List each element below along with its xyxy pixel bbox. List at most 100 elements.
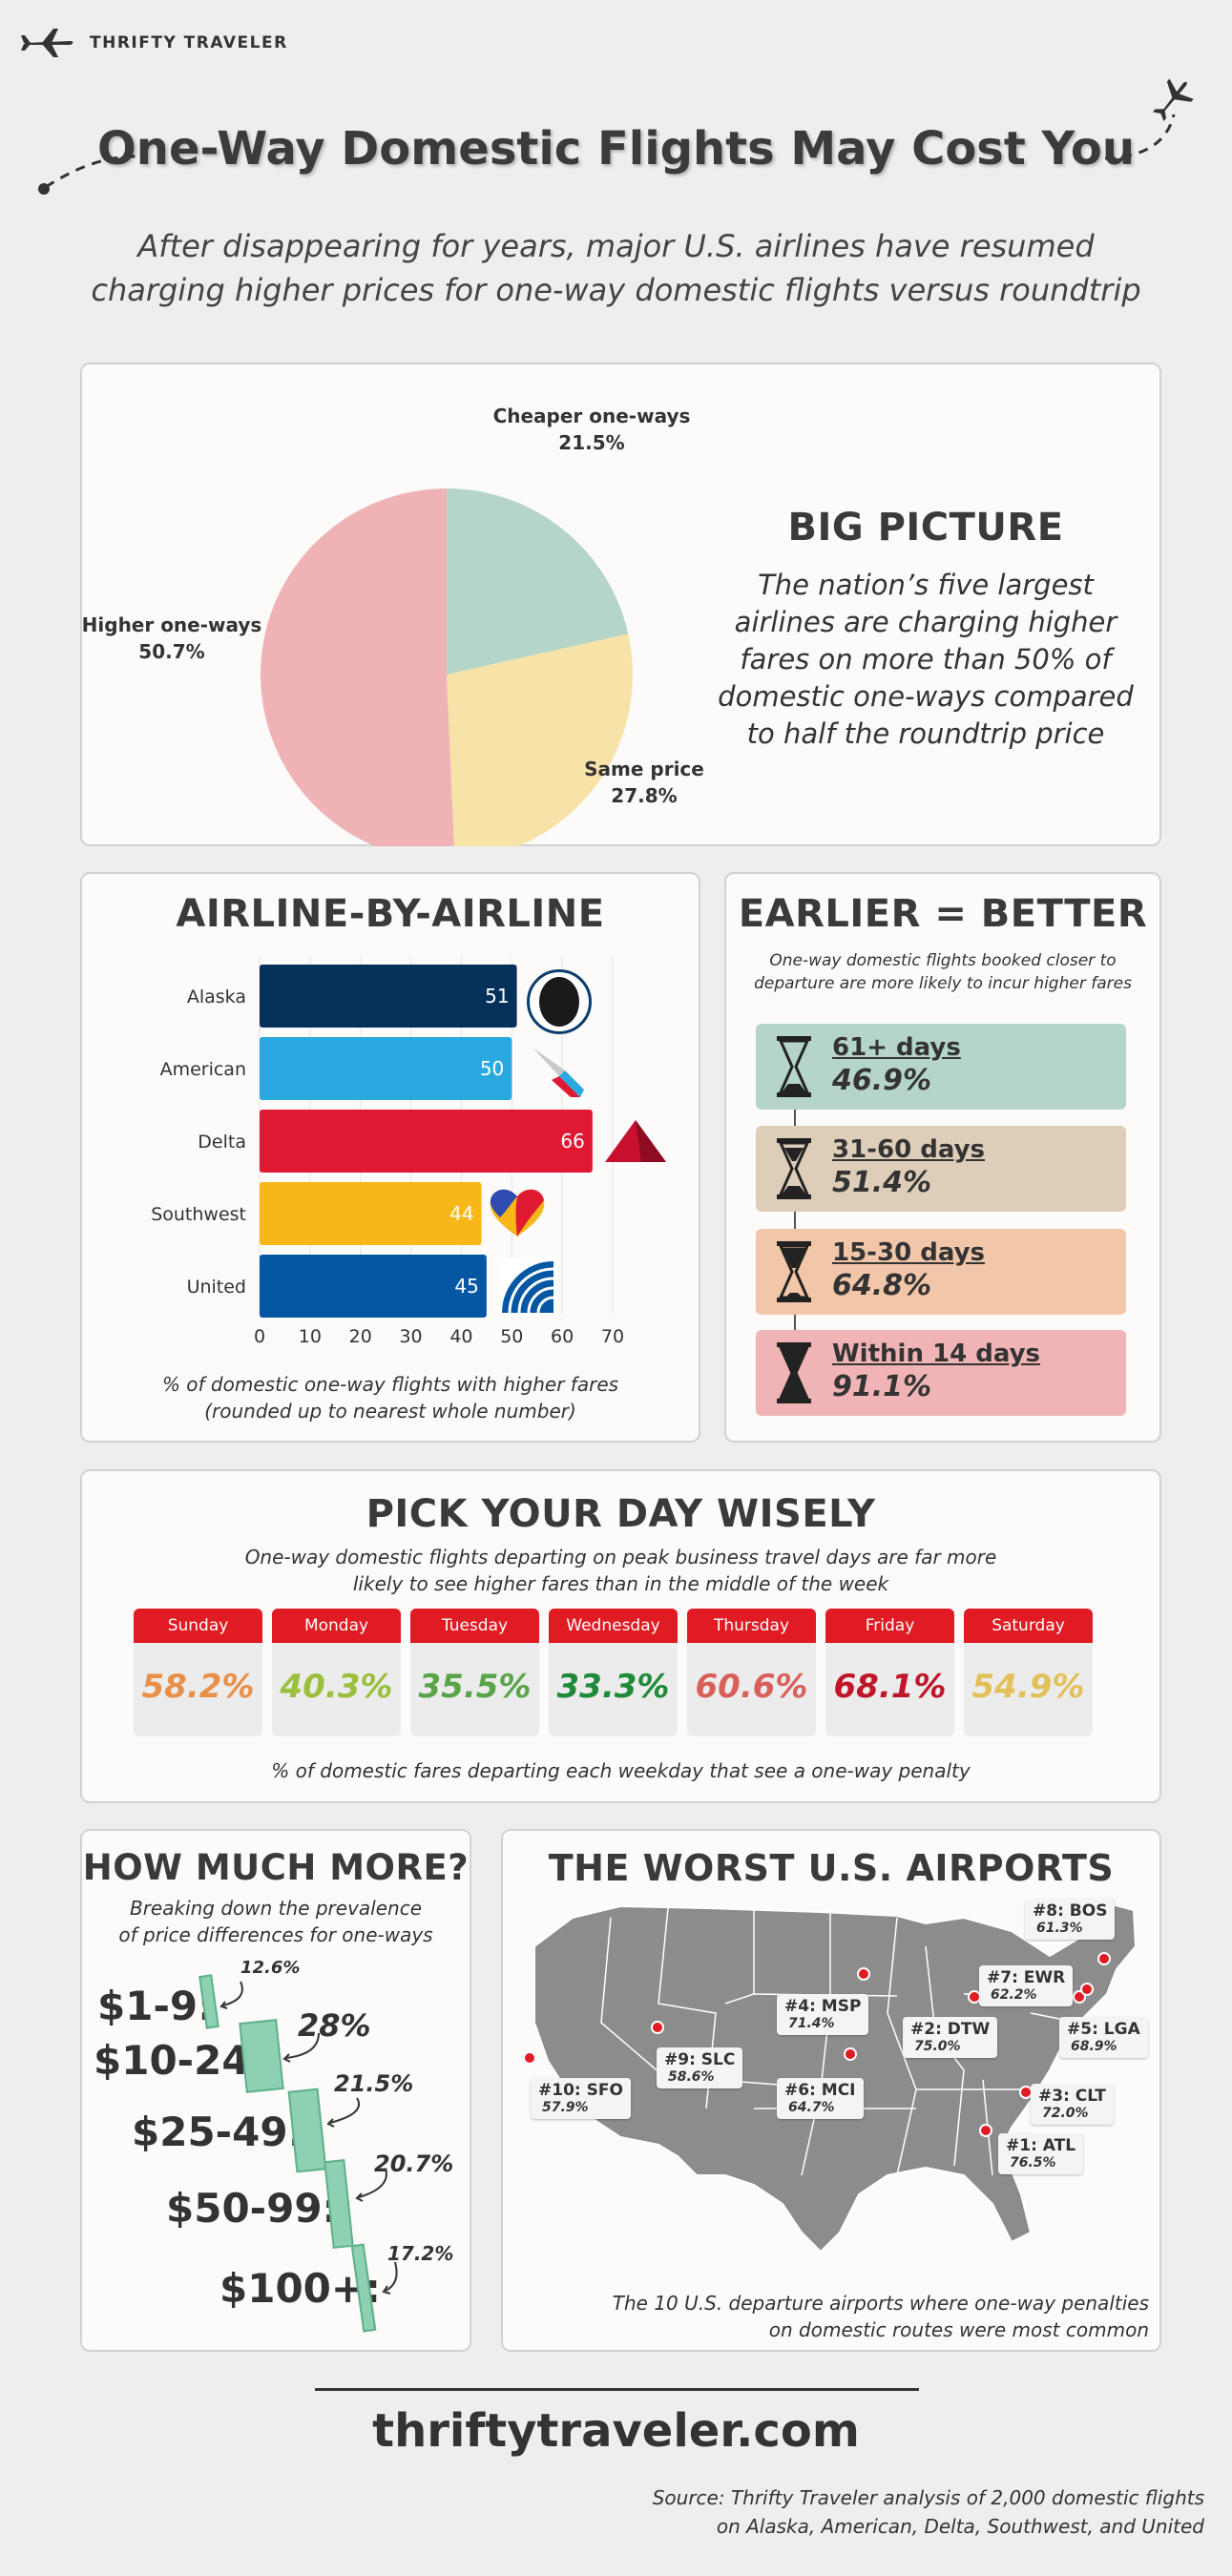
- day-pct: 54.9%: [971, 1668, 1085, 1706]
- big-picture-title: BIG PICTURE: [787, 506, 1064, 550]
- how-much-subtitle: Breaking down the prevalence of price di…: [80, 1895, 471, 1948]
- bar-value-label: 66: [560, 1130, 584, 1153]
- day-monday: Monday 40.3%: [272, 1609, 401, 1736]
- day-wednesday: Wednesday 33.3%: [549, 1609, 678, 1736]
- pie-slice-cheaper-one-ways: [447, 488, 629, 675]
- big-picture-line: fares on more than 50% of: [740, 643, 1112, 675]
- pie-label-same: Same price 27.8%: [534, 756, 754, 809]
- day-pct: 68.1%: [833, 1668, 947, 1706]
- airport-tag-dtw: #2: DTW 75.0%: [903, 2017, 998, 2058]
- timeline-line: [794, 1049, 796, 1402]
- range-1-9: $1-9:: [97, 1983, 214, 2029]
- pct-1-9: 12.6%: [240, 1958, 301, 1978]
- ticket-31-60: 31-60 days 51.4%: [756, 1126, 1126, 1212]
- x-tick-label: 30: [399, 1326, 422, 1347]
- pie-label-text: Higher one-ways: [81, 613, 262, 636]
- big-picture-line: The nation’s five largest: [758, 569, 1094, 601]
- bar-category-label: Alaska: [187, 987, 246, 1008]
- day-name: Wednesday: [549, 1609, 678, 1643]
- x-tick-label: 60: [551, 1326, 574, 1347]
- airport-name: #9: SLC: [664, 2050, 736, 2069]
- days-subtitle-line: likely to see higher fares than in the m…: [352, 1572, 889, 1595]
- big-picture-line: domestic one-ways compared: [718, 680, 1134, 713]
- day-name: Sunday: [134, 1609, 262, 1643]
- southwest-logo-icon: [490, 1189, 545, 1236]
- range-50-99: $50-99:: [166, 2185, 339, 2232]
- range-10-24: $10-24:: [94, 2037, 266, 2084]
- alaska-face-shape: [539, 977, 579, 1027]
- day-pct: 60.6%: [695, 1668, 808, 1706]
- airline-caption-line: % of domestic one-way flights with highe…: [161, 1373, 619, 1396]
- pie-chart: [261, 488, 633, 846]
- bar-category-label: Delta: [198, 1132, 246, 1153]
- how-much-subtitle-line: of price differences for one-ways: [118, 1923, 433, 1946]
- footer-url[interactable]: thriftytraveler.com: [372, 2404, 860, 2458]
- airports-caption-line: on domestic routes were most common: [768, 2318, 1149, 2341]
- bar-alaska: [260, 965, 517, 1028]
- airport-tag-slc: #9: SLC 58.6%: [657, 2047, 743, 2088]
- pie-slice-same-price: [447, 634, 633, 846]
- big-picture-line: airlines are charging higher: [734, 606, 1117, 638]
- airport-pct: 72.0%: [1042, 2106, 1089, 2121]
- airport-tag-mci: #6: MCI 64.7%: [777, 2078, 864, 2119]
- x-tick-label: 0: [254, 1326, 265, 1347]
- earlier-subtitle: One-way domestic flights booked closer t…: [724, 949, 1161, 995]
- bar-value-label: 44: [449, 1202, 473, 1225]
- days-title: PICK YOUR DAY WISELY: [365, 1492, 876, 1536]
- how-much-subtitle-line: Breaking down the prevalence: [129, 1897, 423, 1920]
- big-picture-card: [80, 363, 1161, 846]
- hourglass-icon: [777, 1138, 811, 1199]
- american-logo-icon: [532, 1048, 584, 1097]
- pie-slice-higher-one-ways: [261, 488, 454, 846]
- bar-american: [260, 1037, 512, 1100]
- airport-pct: 71.4%: [788, 2016, 835, 2031]
- pct-25-49: 21.5%: [334, 2070, 414, 2097]
- hourglass-icon: [777, 1036, 811, 1097]
- day-pct: 58.2%: [141, 1668, 255, 1706]
- airport-name: #1: ATL: [1006, 2136, 1076, 2155]
- airport-tag-ewr: #7: EWR 62.2%: [979, 1965, 1074, 2006]
- pie-label-value: 50.7%: [138, 640, 205, 663]
- page-subtitle: After disappearing for years, major U.S.…: [86, 224, 1146, 312]
- day-saturday: Saturday 54.9%: [964, 1609, 1093, 1736]
- subtitle-line: charging higher prices for one-way domes…: [91, 272, 1141, 308]
- day-thursday: Thursday 60.6%: [687, 1609, 816, 1736]
- footer-source: Source: Thrifty Traveler analysis of 2,0…: [477, 2483, 1204, 2541]
- ticket-pct: 51.4%: [832, 1166, 932, 1199]
- ticket-pct: 46.9%: [832, 1064, 932, 1097]
- range-25-49: $25-49:: [132, 2109, 304, 2155]
- airport-tag-msp: #4: MSP 71.4%: [777, 1994, 869, 2035]
- hourglass-icon: [777, 1241, 811, 1302]
- airline-caption-line: (rounded up to nearest whole number): [204, 1400, 576, 1423]
- x-tick-label: 50: [500, 1326, 523, 1347]
- day-tuesday: Tuesday 35.5%: [410, 1609, 539, 1736]
- day-name: Saturday: [964, 1609, 1093, 1643]
- subtitle-line: After disappearing for years, major U.S.…: [137, 228, 1095, 264]
- airport-name: #4: MSP: [784, 1997, 862, 2016]
- airport-tag-clt: #3: CLT 72.0%: [1031, 2084, 1114, 2125]
- airport-name: #8: BOS: [1033, 1901, 1108, 1921]
- ticket-61-plus: 61+ days 46.9%: [756, 1024, 1126, 1110]
- days-subtitle-line: One-way domestic flights departing on pe…: [244, 1546, 997, 1568]
- pin-slc: [651, 2021, 664, 2034]
- alaska-logo-icon: [527, 969, 592, 1034]
- pct-10-24: 28%: [298, 2007, 371, 2044]
- day-pct: 40.3%: [280, 1668, 393, 1706]
- ticket-days: Within 14 days: [832, 1340, 1041, 1368]
- airport-name: #2: DTW: [910, 2020, 991, 2039]
- delta-logo-icon: [605, 1120, 666, 1162]
- ticket-days: 61+ days: [832, 1033, 961, 1062]
- airport-pct: 76.5%: [1010, 2155, 1056, 2171]
- x-tick-label: 70: [601, 1326, 624, 1347]
- day-sunday: Sunday 58.2%: [134, 1609, 262, 1736]
- airport-pct: 64.7%: [788, 2100, 835, 2115]
- bar-southwest: [260, 1182, 482, 1245]
- earlier-subtitle-line: departure are more likely to incur highe…: [754, 974, 1132, 993]
- airports-title: THE WORST U.S. AIRPORTS: [548, 1847, 1115, 1889]
- pin-bos: [1097, 1952, 1111, 1965]
- airport-tag-bos: #8: BOS 61.3%: [1025, 1899, 1116, 1940]
- big-picture-text: The nation’s five largest airlines are c…: [706, 567, 1145, 753]
- airport-pct: 58.6%: [668, 2069, 715, 2085]
- ticket-pct: 91.1%: [832, 1370, 932, 1403]
- page-title: One-Way Domestic Flights May Cost You: [96, 122, 1136, 176]
